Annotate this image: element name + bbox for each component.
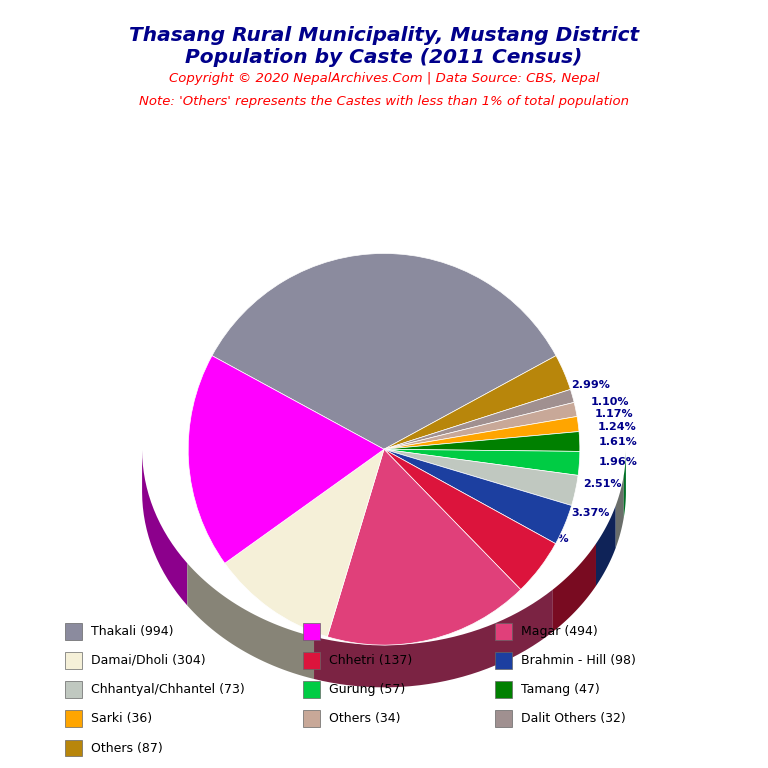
Text: 34.13%: 34.13%: [361, 350, 407, 360]
Polygon shape: [314, 590, 553, 687]
Text: 1.17%: 1.17%: [594, 409, 634, 419]
Text: 16.96%: 16.96%: [392, 549, 439, 559]
Text: 4.70%: 4.70%: [531, 535, 569, 545]
Wedge shape: [225, 449, 384, 637]
Text: Others (87): Others (87): [91, 742, 163, 754]
Polygon shape: [596, 505, 616, 586]
Text: Brahmin - Hill (98): Brahmin - Hill (98): [521, 654, 637, 667]
Wedge shape: [212, 253, 556, 449]
Text: 1.96%: 1.96%: [599, 457, 637, 467]
Text: 1.10%: 1.10%: [591, 397, 630, 407]
Wedge shape: [327, 449, 521, 645]
Text: 3.37%: 3.37%: [571, 508, 610, 518]
Text: 2.99%: 2.99%: [571, 379, 610, 389]
Wedge shape: [384, 449, 555, 590]
Wedge shape: [384, 449, 571, 544]
Polygon shape: [616, 475, 624, 548]
Text: Magar (494): Magar (494): [521, 625, 598, 637]
Text: Dalit Others (32): Dalit Others (32): [521, 713, 626, 725]
Polygon shape: [624, 452, 626, 518]
Wedge shape: [188, 356, 384, 563]
Text: Thakali (994): Thakali (994): [91, 625, 174, 637]
Polygon shape: [553, 544, 596, 632]
Wedge shape: [384, 432, 580, 452]
Text: Copyright © 2020 NepalArchives.Com | Data Source: CBS, Nepal: Copyright © 2020 NepalArchives.Com | Dat…: [169, 72, 599, 85]
Text: 17.82%: 17.82%: [205, 451, 251, 461]
Text: Sarki (36): Sarki (36): [91, 713, 153, 725]
Text: Kami (519): Kami (519): [329, 625, 399, 637]
Text: 1.24%: 1.24%: [598, 422, 636, 432]
Text: Others (34): Others (34): [329, 713, 401, 725]
Text: Population by Caste (2011 Census): Population by Caste (2011 Census): [185, 48, 583, 68]
Text: 2.51%: 2.51%: [583, 479, 621, 489]
Text: 10.44%: 10.44%: [246, 548, 293, 558]
Wedge shape: [384, 389, 574, 449]
Text: Thasang Rural Municipality, Mustang District: Thasang Rural Municipality, Mustang Dist…: [129, 26, 639, 45]
Wedge shape: [384, 416, 579, 449]
Polygon shape: [142, 450, 187, 605]
Wedge shape: [384, 449, 580, 475]
Polygon shape: [187, 563, 314, 679]
Text: 1.61%: 1.61%: [599, 437, 638, 447]
Text: Chhantyal/Chhantel (73): Chhantyal/Chhantel (73): [91, 684, 245, 696]
Text: Note: 'Others' represents the Castes with less than 1% of total population: Note: 'Others' represents the Castes wit…: [139, 95, 629, 108]
Text: Damai/Dholi (304): Damai/Dholi (304): [91, 654, 206, 667]
Text: Tamang (47): Tamang (47): [521, 684, 601, 696]
Wedge shape: [384, 356, 571, 449]
Text: Gurung (57): Gurung (57): [329, 684, 406, 696]
Wedge shape: [384, 449, 578, 505]
Text: Chhetri (137): Chhetri (137): [329, 654, 412, 667]
Wedge shape: [384, 402, 577, 449]
